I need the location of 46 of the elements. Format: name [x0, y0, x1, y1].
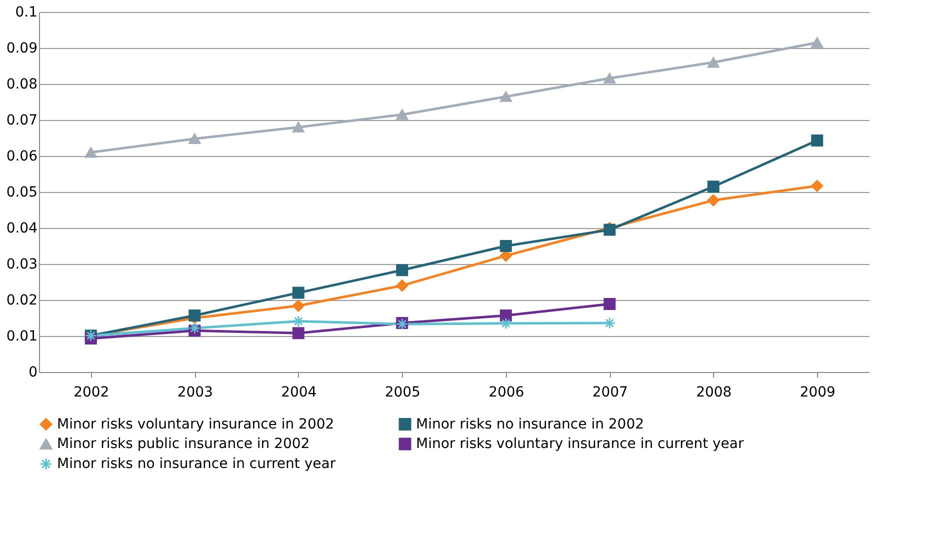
point — [292, 300, 304, 312]
y-tick-label: 0.01 — [6, 328, 38, 344]
y-tick-label: 0.07 — [6, 112, 38, 128]
point — [188, 322, 201, 334]
legend-label: Minor risks public insurance in 2002 — [57, 436, 310, 452]
point — [188, 309, 201, 322]
point — [707, 57, 720, 68]
point — [292, 286, 304, 299]
x-tick-label: 2004 — [281, 384, 317, 400]
x-tick-label: 2006 — [488, 384, 524, 400]
point — [604, 298, 616, 310]
y-tick-label: 0.03 — [6, 256, 38, 272]
legend-label: Minor risks voluntary insurance in current year — [416, 436, 744, 452]
point — [604, 72, 616, 84]
legend-label: Minor risks no insurance in 2002 — [416, 416, 644, 432]
point — [500, 91, 512, 102]
legend-label: Minor risks voluntary insurance in 2002 — [57, 416, 334, 432]
x-tick-label: 2009 — [800, 384, 836, 400]
point — [396, 264, 408, 276]
y-tick-label: 0.1 — [15, 4, 38, 20]
x-tick-label: 2008 — [696, 384, 732, 400]
x-tick-label: 2002 — [74, 384, 110, 400]
point — [188, 133, 201, 144]
point — [396, 280, 408, 292]
point — [707, 194, 720, 206]
y-tick-label: 0.08 — [6, 76, 38, 92]
legend-label: Minor risks no insurance in current year — [57, 456, 336, 472]
y-tick-label: 0.04 — [6, 220, 38, 236]
point — [811, 37, 824, 48]
x-tick-label: 2005 — [384, 384, 420, 400]
point — [500, 309, 512, 322]
y-tick-label: 0.02 — [6, 292, 38, 308]
point — [707, 180, 720, 193]
point — [292, 122, 304, 132]
point — [500, 240, 512, 252]
point — [292, 327, 304, 340]
y-tick-label: 0.05 — [6, 184, 38, 200]
y-tick-label: 0.06 — [6, 148, 38, 164]
x-tick-label: 2003 — [177, 384, 213, 400]
y-tick-label: 0.09 — [6, 40, 38, 56]
point — [811, 134, 824, 147]
y-tick-label: 0 — [28, 364, 38, 380]
x-tick-label: 2007 — [592, 384, 628, 400]
point — [396, 109, 408, 120]
point — [811, 180, 824, 192]
point — [84, 147, 97, 158]
